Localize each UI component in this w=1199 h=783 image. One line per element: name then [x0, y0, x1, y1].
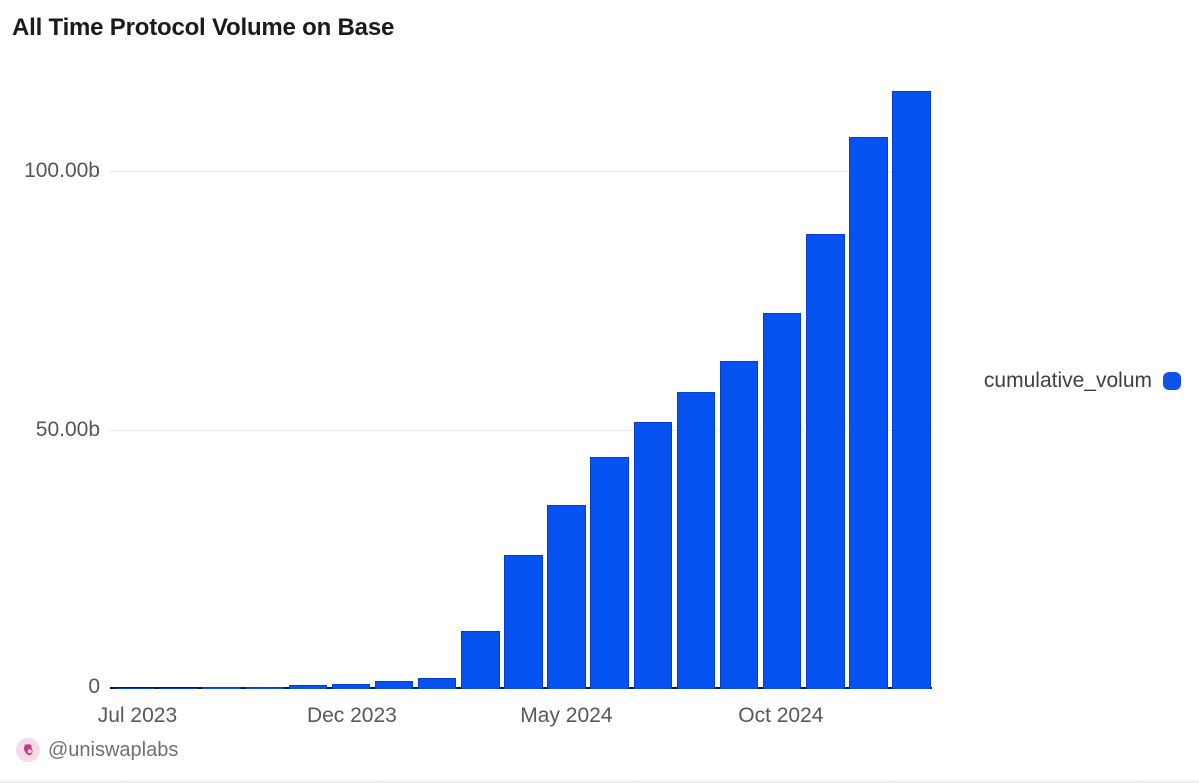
bar-aug-2023[interactable]	[159, 688, 198, 689]
bar-nov-2024[interactable]	[806, 234, 845, 689]
y-tick-label-100.00b: 100.00b	[24, 159, 100, 182]
bar-jan-2025[interactable]	[892, 90, 931, 689]
bar-jan-2024[interactable]	[374, 681, 414, 689]
x-tick-label-jul-2023: Jul 2023	[97, 704, 178, 727]
bottom-window-edge	[0, 779, 1199, 783]
y-tick-label-0: 0	[88, 675, 100, 698]
bar-jul-2023[interactable]	[116, 688, 155, 689]
bar-oct-2024[interactable]	[762, 313, 802, 689]
bar-sep-2023[interactable]	[202, 687, 241, 689]
bar-dec-2023[interactable]	[331, 683, 371, 689]
chart-title: All Time Protocol Volume on Base	[12, 14, 395, 41]
gridline-100	[109, 171, 932, 172]
bar-sep-2024[interactable]	[719, 361, 759, 689]
x-tick-label-dec-2023: Dec 2023	[306, 704, 397, 727]
x-tick-label-oct-2024: Oct 2024	[738, 704, 824, 727]
legend-item-cumulative-volume[interactable]: cumulative_volum	[984, 368, 1181, 394]
bar-apr-2024[interactable]	[504, 554, 543, 689]
plot-area	[116, 69, 931, 689]
bar-dec-2024[interactable]	[849, 136, 888, 689]
bar-jul-2024[interactable]	[633, 422, 672, 689]
y-tick-label-50.00b: 50.00b	[35, 418, 100, 441]
bar-series-cumulative-volume	[116, 69, 931, 689]
legend-color-chip	[1163, 372, 1181, 390]
bar-aug-2024[interactable]	[676, 392, 716, 689]
legend-label: cumulative_volum	[983, 369, 1152, 392]
bar-oct-2023[interactable]	[245, 686, 284, 689]
attribution-handle: @uniswaplabs	[48, 738, 179, 761]
attribution: @uniswaplabs	[16, 737, 178, 763]
gridline-50	[109, 430, 932, 431]
x-tick-label-may-2024: May 2024	[520, 704, 613, 727]
bar-feb-2024[interactable]	[417, 678, 457, 689]
bar-nov-2023[interactable]	[288, 685, 327, 689]
bar-mar-2024[interactable]	[461, 630, 500, 689]
uniswap-unicorn-icon	[16, 738, 40, 762]
bar-jun-2024[interactable]	[590, 457, 629, 689]
bar-may-2024[interactable]	[547, 504, 586, 689]
